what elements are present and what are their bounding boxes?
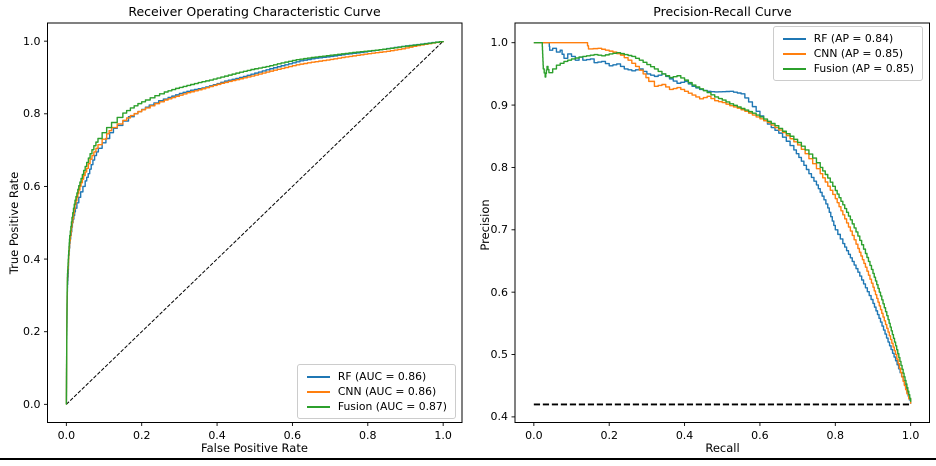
legend-entry: CNN (AUC = 0.86) bbox=[306, 384, 447, 399]
x-axis-label-pr: Recall bbox=[705, 441, 740, 455]
y-tick-label: 0.6 bbox=[490, 285, 509, 299]
x-tick-label: 0.2 bbox=[600, 428, 618, 442]
legend-entry: RF (AUC = 0.86) bbox=[306, 369, 447, 384]
y-tick-label: 1.0 bbox=[23, 34, 41, 48]
x-tick-label: 0.6 bbox=[751, 428, 769, 442]
legend-label: CNN (AP = 0.85) bbox=[813, 47, 904, 60]
x-tick-label: 0.2 bbox=[132, 428, 151, 442]
y-tick-label: 0.9 bbox=[490, 98, 509, 112]
series-line-fusion bbox=[533, 42, 912, 402]
x-axis-label-roc: False Positive Rate bbox=[201, 441, 308, 455]
x-tick-label: 0.4 bbox=[675, 428, 694, 442]
y-tick-label: 0.4 bbox=[23, 252, 41, 266]
legend-entry: RF (AP = 0.84) bbox=[782, 31, 914, 46]
x-tick-label: 0.8 bbox=[359, 428, 377, 442]
x-tick-label: 1.0 bbox=[434, 428, 452, 442]
legend-line-swatch bbox=[782, 37, 806, 40]
legend-line-swatch bbox=[782, 67, 806, 70]
legend-line-swatch bbox=[782, 52, 806, 55]
legend-entry: CNN (AP = 0.85) bbox=[782, 46, 914, 61]
legend-label: CNN (AUC = 0.86) bbox=[337, 385, 437, 398]
x-tick-label: 0.6 bbox=[283, 428, 302, 442]
legend-label: RF (AUC = 0.86) bbox=[337, 370, 427, 383]
legend-roc: RF (AUC = 0.86) CNN (AUC = 0.86) Fusion (A… bbox=[296, 364, 456, 419]
axes-spines bbox=[47, 22, 463, 423]
y-tick-label: 0.2 bbox=[23, 325, 41, 339]
legend-pr: RF (AP = 0.84) CNN (AP = 0.85) Fusion (AP … bbox=[772, 26, 923, 81]
chart-title-pr: Precision-Recall Curve bbox=[653, 4, 792, 19]
series-line-rf bbox=[533, 42, 912, 404]
legend-line-swatch bbox=[306, 375, 330, 378]
legend-entry: Fusion (AUC = 0.87) bbox=[306, 399, 447, 414]
y-tick-label: 0.0 bbox=[23, 397, 41, 411]
y-tick-label: 0.8 bbox=[490, 160, 509, 174]
axes-spines bbox=[514, 22, 930, 423]
y-tick-label: 0.7 bbox=[490, 223, 509, 237]
x-tick-label: 1.0 bbox=[901, 428, 920, 442]
x-tick-label: 0.4 bbox=[208, 428, 226, 442]
chart-title-roc: Receiver Operating Characteristic Curve bbox=[128, 4, 381, 19]
x-tick-label: 0.0 bbox=[57, 428, 76, 442]
legend-line-swatch bbox=[306, 390, 330, 393]
legend-label: Fusion (AUC = 0.87) bbox=[337, 400, 447, 413]
y-tick-label: 0.5 bbox=[490, 348, 509, 362]
y-tick-label: 0.8 bbox=[23, 107, 41, 121]
x-tick-label: 0.0 bbox=[525, 428, 543, 442]
y-tick-label: 1.0 bbox=[490, 36, 509, 50]
window-edge bbox=[0, 458, 936, 460]
legend-label: Fusion (AP = 0.85) bbox=[813, 62, 914, 75]
legend-entry: Fusion (AP = 0.85) bbox=[782, 61, 914, 76]
legend-line-swatch bbox=[306, 405, 330, 408]
y-tick-label: 0.6 bbox=[23, 179, 41, 193]
x-tick-label: 0.8 bbox=[826, 428, 845, 442]
series-line-cnn bbox=[533, 42, 912, 404]
reference-dashed-line bbox=[65, 40, 444, 405]
y-tick-label: 0.4 bbox=[490, 410, 509, 424]
legend-label: RF (AP = 0.84) bbox=[813, 32, 894, 45]
series-line-fusion bbox=[65, 41, 444, 406]
